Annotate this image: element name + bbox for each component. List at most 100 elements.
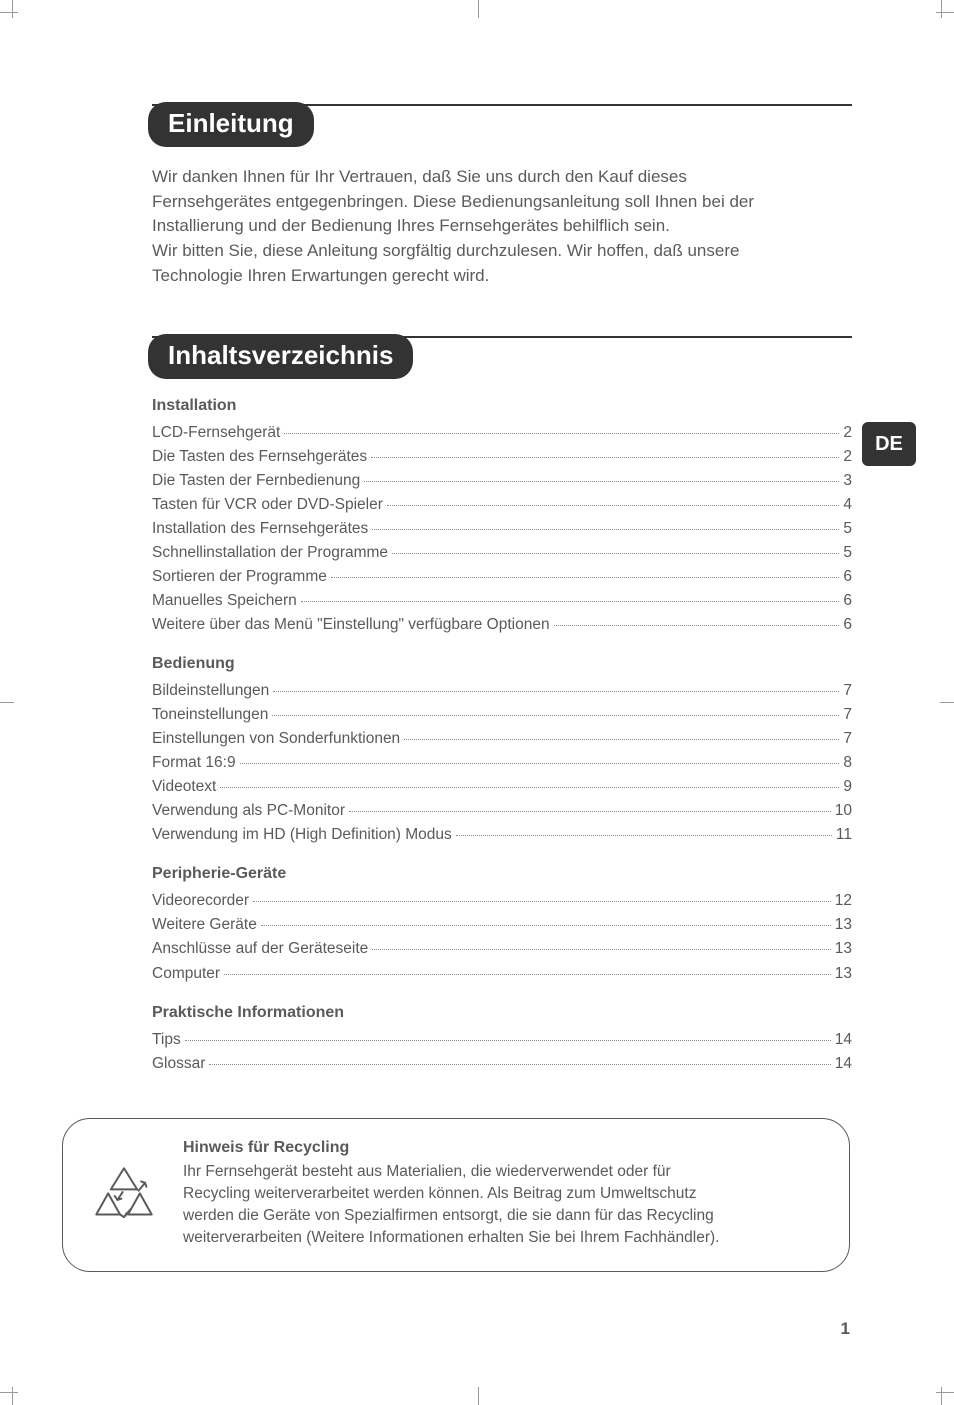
toc-label: Die Tasten des Fernsehgerätes xyxy=(152,445,367,469)
toc-page: 3 xyxy=(843,469,852,493)
toc-dots xyxy=(220,787,839,788)
toc-dots xyxy=(331,577,840,578)
toc-entry: Videorecorder 12 xyxy=(152,889,852,913)
crop-tick xyxy=(12,0,13,18)
recycling-box: Hinweis für Recycling Ihr Fernsehgerät b… xyxy=(62,1118,850,1272)
toc-entry: Bildeinstellungen7 xyxy=(152,679,852,703)
toc-dots xyxy=(371,457,839,458)
intro-line: Wir danken Ihnen für Ihr Vertrauen, daß … xyxy=(152,165,852,190)
crop-tick xyxy=(936,1392,954,1393)
toc-entry: Tasten für VCR oder DVD-Spieler4 xyxy=(152,493,852,517)
toc-label: Format 16:9 xyxy=(152,751,236,775)
toc-label: Tasten für VCR oder DVD-Spieler xyxy=(152,493,383,517)
toc-entry: Tips 14 xyxy=(152,1028,852,1052)
toc-entry: Weitere Geräte13 xyxy=(152,913,852,937)
recycle-icon xyxy=(91,1163,157,1229)
crop-tick xyxy=(12,1387,13,1405)
recycling-line: werden die Geräte von Spezialfirmen ents… xyxy=(183,1205,823,1227)
toc-entry: Die Tasten des Fernsehgerätes 2 xyxy=(152,445,852,469)
toc-section-installation: Installation xyxy=(152,397,852,415)
toc-entry: Anschlüsse auf der Geräteseite 13 xyxy=(152,937,852,961)
toc-dots xyxy=(284,433,839,434)
toc-page: 14 xyxy=(835,1028,852,1052)
toc-section-peripherie: Peripherie-Geräte xyxy=(152,865,852,883)
toc-entry: Die Tasten der Fernbedienung 3 xyxy=(152,469,852,493)
heading-inhalt: Inhaltsverzeichnis xyxy=(148,334,413,379)
toc-entry: LCD-Fernsehgerät 2 xyxy=(152,421,852,445)
recycling-body: Ihr Fernsehgerät besteht aus Materialien… xyxy=(183,1161,823,1249)
toc-page: 7 xyxy=(843,679,852,703)
crop-tick xyxy=(478,1387,479,1405)
toc-label: Einstellungen von Sonderfunktionen xyxy=(152,727,400,751)
crop-tick xyxy=(936,12,954,13)
toc-dots xyxy=(253,901,831,902)
crop-tick xyxy=(941,1387,942,1405)
crop-tick xyxy=(0,12,18,13)
toc-page: 11 xyxy=(836,823,852,847)
toc-dots xyxy=(392,553,839,554)
toc-entry: Videotext 9 xyxy=(152,775,852,799)
heading-einleitung: Einleitung xyxy=(148,102,314,147)
toc-entry: Manuelles Speichern 6 xyxy=(152,589,852,613)
toc-section-praktische: Praktische Informationen xyxy=(152,1004,852,1022)
toc-page: 7 xyxy=(843,703,852,727)
toc-dots xyxy=(240,763,840,764)
intro-line: Fernsehgerätes entgegenbringen. Diese Be… xyxy=(152,190,852,215)
toc-dots xyxy=(456,835,832,836)
toc-page: 6 xyxy=(843,589,852,613)
toc-label: Toneinstellungen xyxy=(152,703,268,727)
crop-tick xyxy=(0,1392,18,1393)
toc-dots xyxy=(387,505,840,506)
toc-page: 6 xyxy=(843,613,852,637)
toc-page: 9 xyxy=(843,775,852,799)
toc-page: 12 xyxy=(835,889,852,913)
toc-label: Videotext xyxy=(152,775,216,799)
toc-dots xyxy=(272,715,839,716)
toc-page: 6 xyxy=(843,565,852,589)
toc-dots xyxy=(372,529,839,530)
intro-paragraph: Wir danken Ihnen für Ihr Vertrauen, daß … xyxy=(152,165,852,288)
toc-page: 8 xyxy=(843,751,852,775)
toc-page: 5 xyxy=(843,517,852,541)
toc-label: Computer xyxy=(152,962,220,986)
toc-entry: Sortieren der Programme6 xyxy=(152,565,852,589)
toc-page: 5 xyxy=(843,541,852,565)
page-content: Einleitung Wir danken Ihnen für Ihr Vert… xyxy=(152,104,852,1076)
toc-dots xyxy=(364,481,839,482)
language-badge: DE xyxy=(862,422,916,466)
toc-label: Videorecorder xyxy=(152,889,249,913)
toc-page: 10 xyxy=(835,799,852,823)
toc-dots xyxy=(301,601,840,602)
crop-tick xyxy=(940,702,954,703)
toc-label: Anschlüsse auf der Geräteseite xyxy=(152,937,368,961)
toc-label: LCD-Fernsehgerät xyxy=(152,421,280,445)
heading-einleitung-row: Einleitung xyxy=(152,104,852,147)
recycling-title: Hinweis für Recycling xyxy=(183,1139,823,1157)
toc-page: 2 xyxy=(843,445,852,469)
toc-page: 2 xyxy=(843,421,852,445)
toc-label: Schnellinstallation der Programme xyxy=(152,541,388,565)
toc-entry: Verwendung als PC-Monitor10 xyxy=(152,799,852,823)
toc-label: Weitere Geräte xyxy=(152,913,257,937)
toc-dots xyxy=(273,691,839,692)
toc-label: Manuelles Speichern xyxy=(152,589,297,613)
crop-tick xyxy=(0,702,14,703)
toc-entry: Format 16:9 8 xyxy=(152,751,852,775)
toc-dots xyxy=(209,1064,830,1065)
toc-entry: Computer13 xyxy=(152,962,852,986)
intro-line: Installierung und der Bedienung Ihres Fe… xyxy=(152,214,852,239)
toc-entry: Einstellungen von Sonderfunktionen7 xyxy=(152,727,852,751)
toc-dots xyxy=(185,1040,831,1041)
toc-label: Die Tasten der Fernbedienung xyxy=(152,469,360,493)
toc-label: Installation des Fernsehgerätes xyxy=(152,517,368,541)
toc-entry: Installation des Fernsehgerätes 5 xyxy=(152,517,852,541)
intro-line: Wir bitten Sie, diese Anleitung sorgfält… xyxy=(152,239,852,264)
toc-page: 13 xyxy=(835,937,852,961)
toc-dots xyxy=(261,925,831,926)
toc-label: Weitere über das Menü "Einstellung" verf… xyxy=(152,613,550,637)
page-number: 1 xyxy=(841,1319,850,1339)
toc-section-bedienung: Bedienung xyxy=(152,655,852,673)
toc-label: Tips xyxy=(152,1028,181,1052)
intro-line: Technologie Ihren Erwartungen gerecht wi… xyxy=(152,264,852,289)
crop-tick xyxy=(941,0,942,18)
